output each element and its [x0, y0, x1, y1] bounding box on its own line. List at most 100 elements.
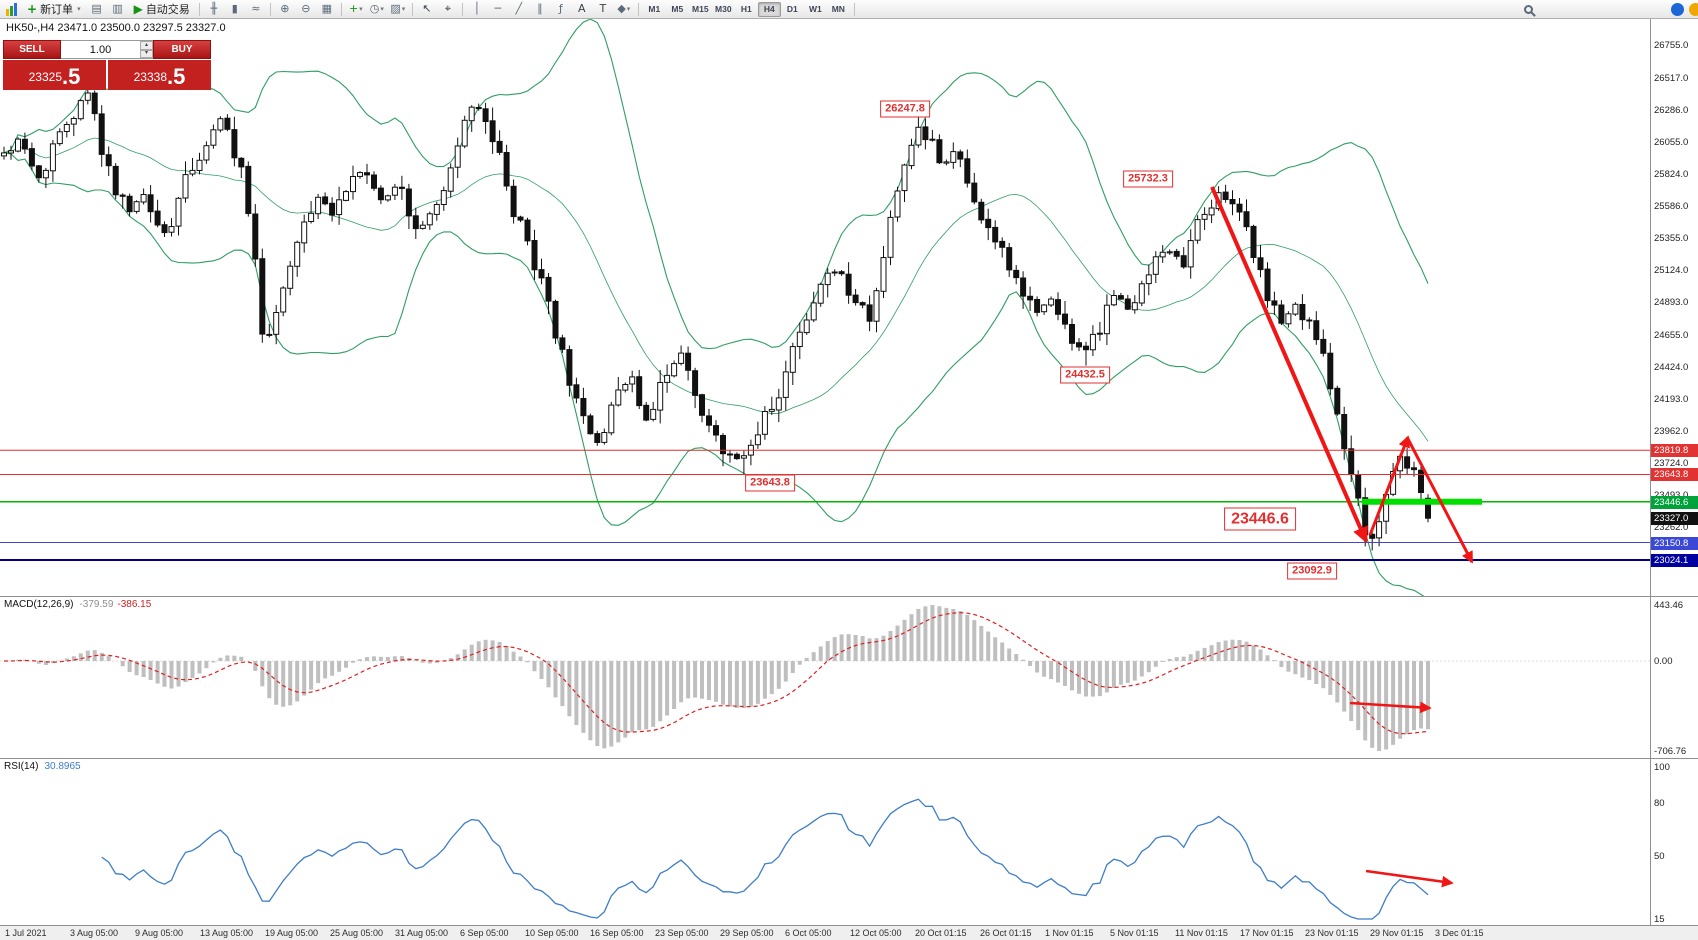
- search-icon[interactable]: [1524, 4, 1533, 14]
- tile-windows-icon[interactable]: ▦: [317, 1, 337, 17]
- rsi-axis-tick: 50: [1654, 851, 1665, 863]
- new-order-icon: +: [27, 2, 38, 16]
- price-tick: 24424.0: [1654, 361, 1689, 373]
- profiles-icon: ▥: [112, 2, 123, 15]
- periods-icon[interactable]: ◷ ▾: [367, 1, 387, 17]
- horizontal-line-icon[interactable]: ─: [488, 1, 508, 17]
- price-tag-23819.8: 23819.8: [1651, 444, 1698, 458]
- price-tick: 24893.0: [1654, 297, 1689, 309]
- trend-arrow-3[interactable]: [1406, 438, 1474, 564]
- auto-trading-button[interactable]: ▶ 自动交易: [129, 1, 195, 17]
- price-annotation-23092.9[interactable]: 23092.9: [1287, 562, 1337, 580]
- price-tick: 25355.0: [1654, 233, 1689, 245]
- text-icon[interactable]: A: [572, 1, 592, 17]
- price-tick: 25124.0: [1654, 265, 1689, 277]
- price-axis[interactable]: 26755.0 26517.0 26286.0 26055.0 25824.0 25586…: [1650, 19, 1698, 596]
- macd-panel-splitter[interactable]: [0, 595, 1698, 599]
- price-chart-panel[interactable]: 26247.8 25732.3 24432.5 23643.8 23446.6 23092…: [0, 19, 1698, 596]
- community-icon[interactable]: [1671, 2, 1684, 16]
- timeframe-d1-button[interactable]: D1: [786, 4, 798, 14]
- zoom-in-icon[interactable]: ⊕: [275, 1, 295, 17]
- notifications-icon[interactable]: [1689, 2, 1698, 16]
- macd-label: MACD(12,26,9): [4, 599, 74, 610]
- line-chart-icon[interactable]: ≈: [246, 1, 266, 17]
- price-tag-23024.1: 23024.1: [1651, 554, 1698, 567]
- crosshair-icon[interactable]: ⌖: [438, 1, 458, 17]
- trendline-icon[interactable]: ╱: [509, 1, 529, 17]
- price-tick: 23724.0: [1654, 458, 1689, 470]
- time-label: 6 Oct 05:00: [785, 928, 832, 938]
- price-annotation-23643.8[interactable]: 23643.8: [745, 474, 795, 492]
- time-label: 20 Oct 01:15: [915, 928, 967, 938]
- timeframe-w1-button[interactable]: W1: [808, 4, 822, 14]
- buy-button[interactable]: BUY: [153, 40, 211, 59]
- time-label: 17 Nov 01:15: [1240, 928, 1294, 938]
- toolbar: + 新订单 ▾ ▤ ▥ ▶ 自动交易 ╫ ▮ ≈ ⊕ ⊖ ▦ + ▾ ◷ ▾ ▨ ▾ ↖ ⌖ │ ─ ╱ ∥ ƒ A T ◆ ▾ M1 M5 M…: [0, 0, 1698, 19]
- bollinger-upper-band[interactable]: [3, 19, 1429, 350]
- time-label: 12 Oct 05:00: [850, 928, 902, 938]
- new-order-button[interactable]: + 新订单 ▾: [22, 1, 86, 17]
- timeframe-m15-button[interactable]: M15: [692, 4, 709, 14]
- time-label: 9 Aug 05:00: [135, 928, 184, 938]
- price-annotation-24432.5[interactable]: 24432.5: [1060, 366, 1110, 384]
- equidistant-channel-icon: ∥: [537, 2, 543, 15]
- volume-input[interactable]: [61, 41, 140, 58]
- text-label-icon[interactable]: T: [593, 1, 613, 17]
- fibonacci-icon[interactable]: ƒ: [551, 1, 571, 17]
- macd-axis[interactable]: 443.46 0.00 -706.76: [1650, 597, 1698, 758]
- rsi-axis[interactable]: 100 80 50 15: [1650, 759, 1698, 925]
- templates-icon[interactable]: ▨ ▾: [388, 1, 408, 17]
- price-annotation-25732.3[interactable]: 25732.3: [1123, 170, 1173, 188]
- time-label: 31 Aug 05:00: [395, 928, 449, 938]
- rsi-indicator-panel[interactable]: RSI(14) 30.8965 100 80 50 15: [0, 758, 1698, 925]
- rsi-trend-arrow[interactable]: [1365, 869, 1454, 888]
- zoom-out-icon[interactable]: ⊖: [296, 1, 316, 17]
- indicators-icon[interactable]: + ▾: [346, 1, 366, 17]
- price-tag-23327.0: 23327.0: [1651, 512, 1698, 526]
- volume-increase-button[interactable]: ▴: [140, 41, 153, 50]
- timeframe-h1-button[interactable]: H1: [740, 4, 752, 14]
- shapes-icon[interactable]: ◆ ▾: [614, 1, 634, 17]
- equidistant-channel-icon[interactable]: ∥: [530, 1, 550, 17]
- timeframe-m1-button[interactable]: M1: [648, 4, 661, 14]
- price-annotation-26247.8[interactable]: 26247.8: [880, 100, 930, 118]
- profiles-icon[interactable]: ▥: [108, 1, 128, 17]
- price-tag-23446.6: 23446.6: [1651, 495, 1698, 509]
- buy-price-display[interactable]: 23338.5: [108, 60, 211, 90]
- timeframe-h4-button[interactable]: H4: [757, 1, 781, 17]
- chart-canvas[interactable]: [0, 19, 1650, 596]
- toolbar-separator: [637, 2, 639, 16]
- trend-arrow-1[interactable]: [1210, 186, 1368, 544]
- caret-icon: ▾: [626, 5, 631, 13]
- candlestick-chart-icon[interactable]: ▮: [225, 1, 245, 17]
- volume-decrease-button[interactable]: ▾: [140, 49, 153, 58]
- vertical-line-icon: │: [473, 2, 481, 15]
- rsi-panel-splitter[interactable]: [0, 757, 1698, 761]
- price-annotation-23446.6[interactable]: 23446.6: [1224, 507, 1296, 531]
- time-label: 1 Jul 2021: [5, 928, 47, 938]
- timeframe-mn-button[interactable]: MN: [831, 4, 845, 14]
- auto-trading-icon: ▶: [133, 2, 143, 16]
- sell-price-display[interactable]: 23325.5: [3, 60, 106, 90]
- timeframe-m30-button[interactable]: M30: [715, 4, 732, 14]
- bollinger-lower-band[interactable]: [3, 152, 1428, 596]
- time-axis[interactable]: 1 Jul 2021 3 Aug 05:00 9 Aug 05:00 13 Aug 0…: [0, 925, 1698, 940]
- macd-indicator-panel[interactable]: MACD(12,26,9) -379.59 -386.15 443.46 0.00 -7…: [0, 596, 1698, 758]
- macd-signal-line: [4, 612, 1429, 735]
- bollinger-middle-band[interactable]: [3, 137, 1429, 442]
- vertical-line-icon[interactable]: │: [467, 1, 487, 17]
- timeframe-m5-button[interactable]: M5: [671, 4, 684, 14]
- text-icon: A: [578, 2, 586, 15]
- trend-arrow-2[interactable]: [1368, 435, 1410, 536]
- bar-chart-icon[interactable]: ╫: [204, 1, 224, 17]
- macd-trend-arrow[interactable]: [1349, 701, 1432, 714]
- new-order-button-label: 新订单: [40, 4, 74, 16]
- cursor-icon[interactable]: ↖: [417, 1, 437, 17]
- rsi-axis-tick: 80: [1654, 797, 1665, 809]
- chart-window-icon[interactable]: ▤: [87, 1, 107, 17]
- toolbar-separator: [198, 2, 200, 16]
- price-tick: 26755.0: [1654, 40, 1689, 51]
- sell-button[interactable]: SELL: [3, 40, 61, 59]
- time-label: 23 Sep 05:00: [655, 928, 709, 938]
- rsi-value: 30.8965: [44, 761, 81, 772]
